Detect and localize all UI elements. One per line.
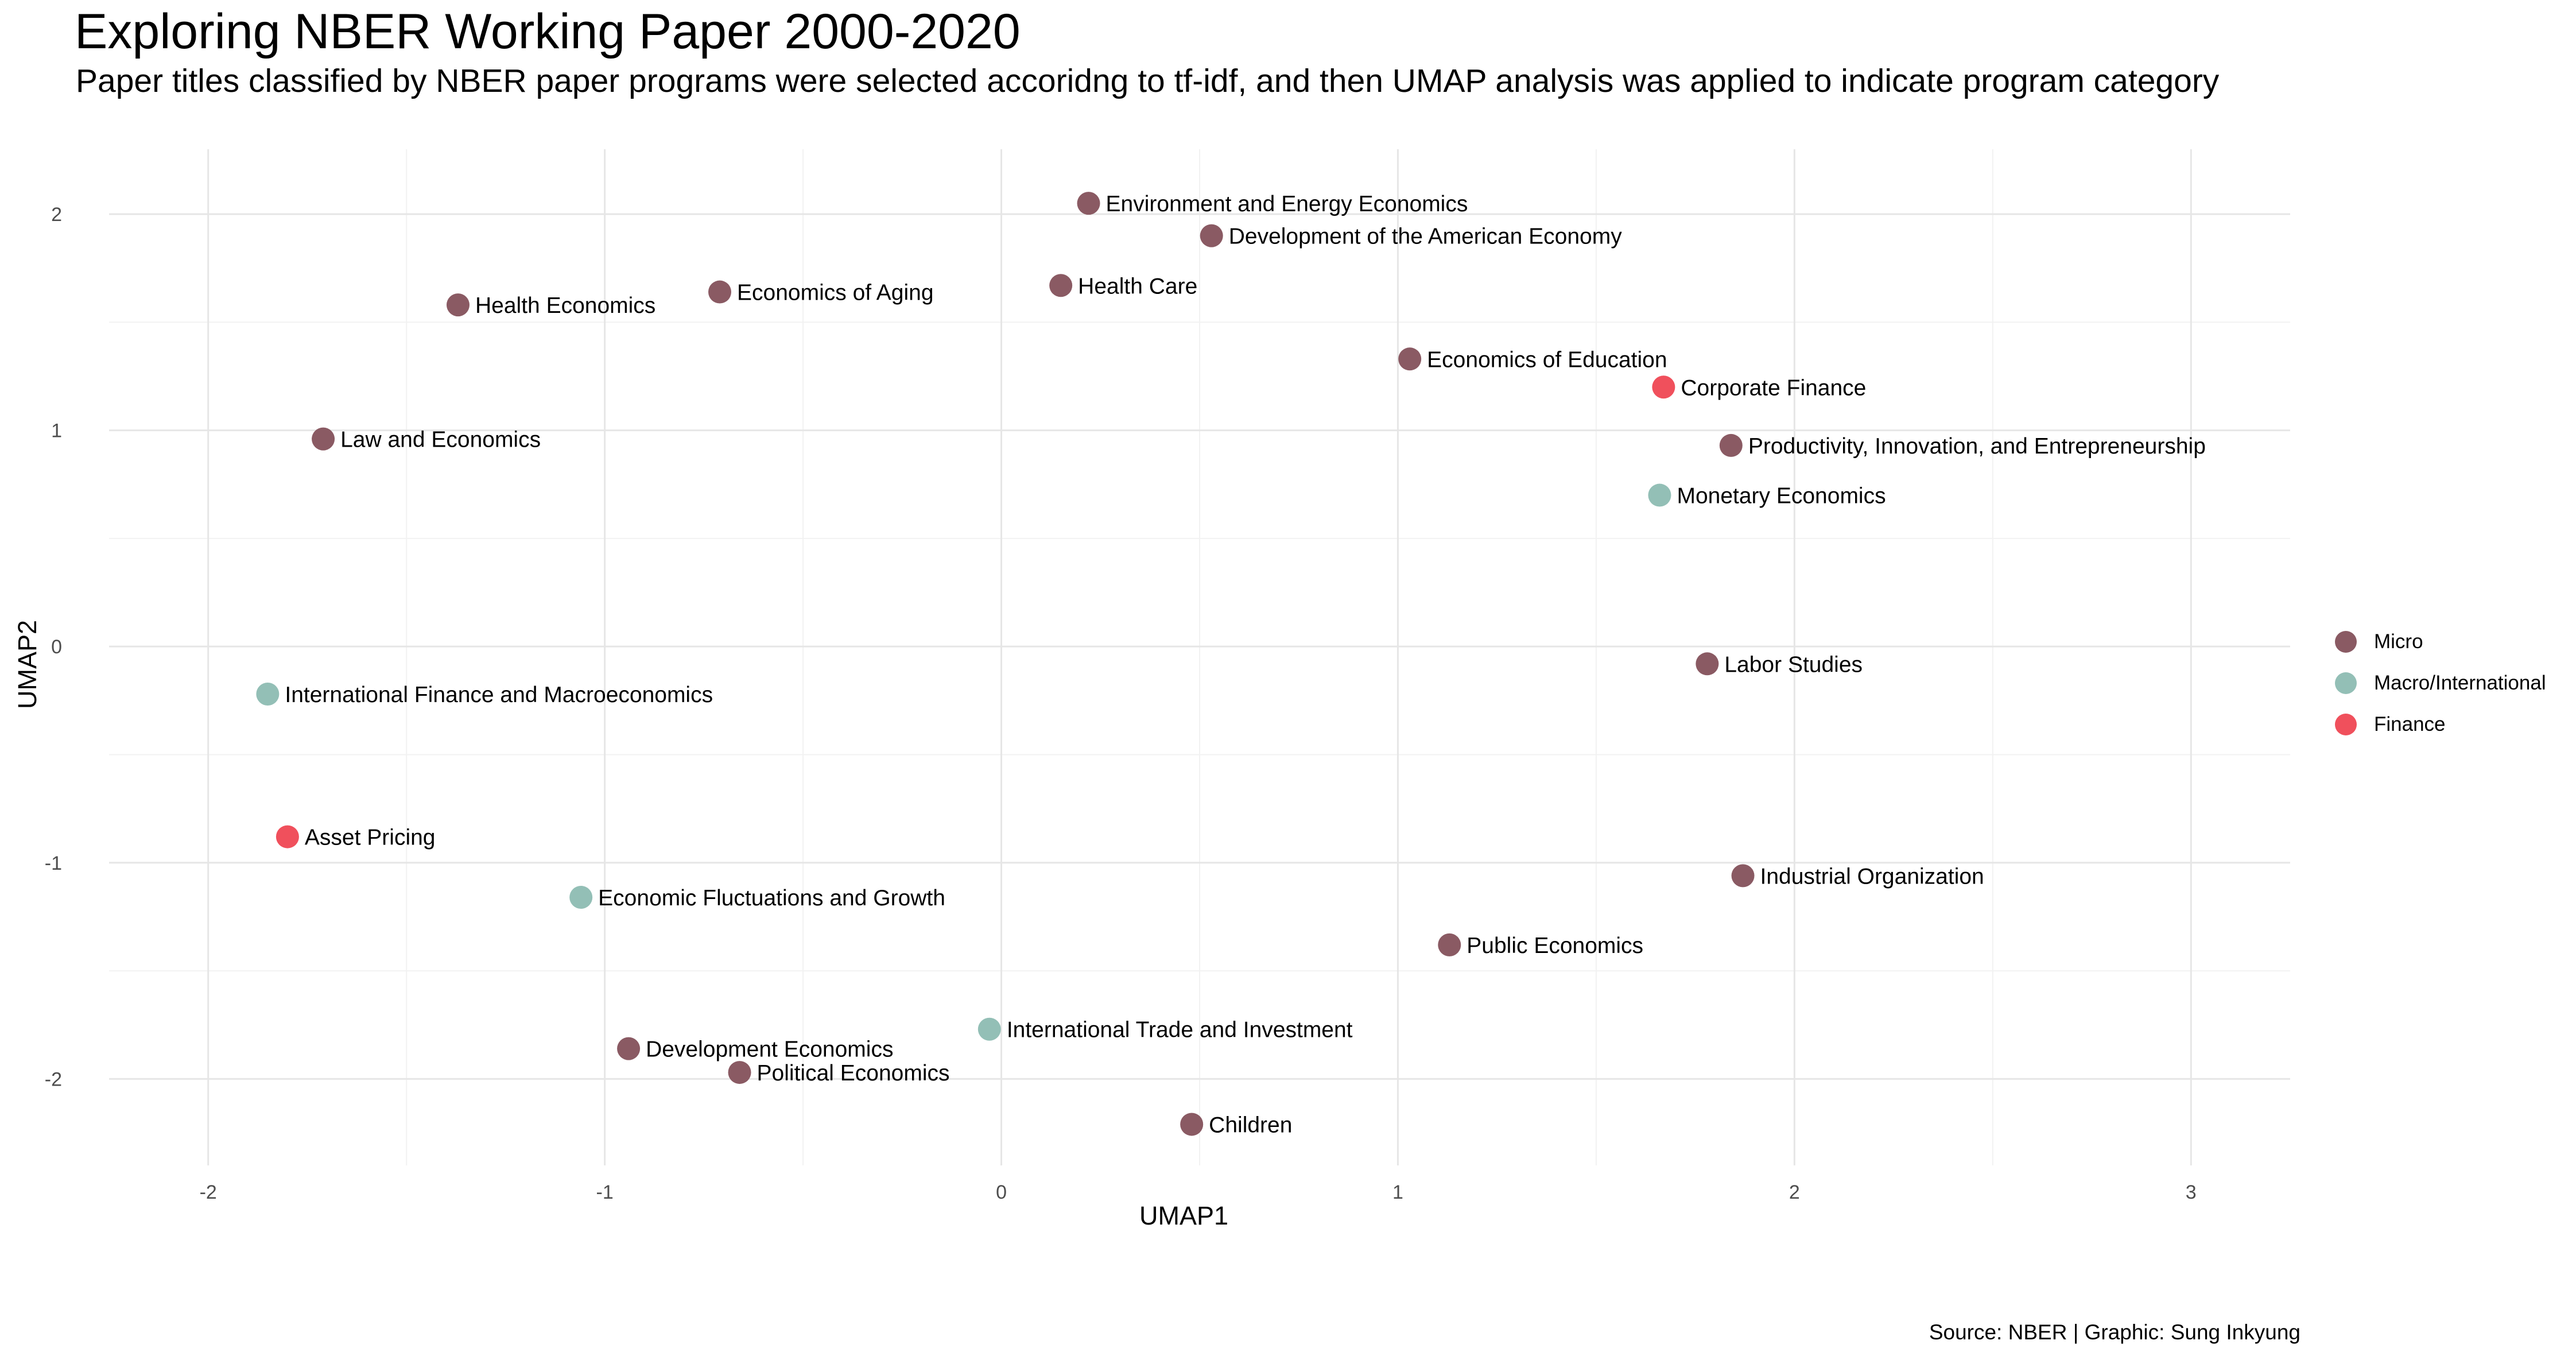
data-point-label: Public Economics	[1467, 933, 1643, 958]
data-point-label: Monetary Economics	[1677, 484, 1886, 509]
chart-title: Exploring NBER Working Paper 2000-2020	[75, 4, 1021, 59]
data-point-label: Economic Fluctuations and Growth	[598, 886, 945, 911]
data-point-label: Political Economics	[757, 1061, 950, 1086]
data-point-label: Health Care	[1078, 274, 1197, 299]
y-tick-label: 2	[51, 204, 62, 226]
chart-subtitle: Paper titles classified by NBER paper pr…	[76, 63, 2220, 99]
data-point	[569, 886, 593, 909]
x-tick-label: 2	[1789, 1181, 1800, 1203]
data-point-label: Industrial Organization	[1760, 864, 1984, 889]
x-tick-label: 1	[1392, 1181, 1403, 1203]
data-point	[447, 293, 470, 317]
x-tick-label: -1	[596, 1181, 614, 1203]
data-point-label: International Trade and Investment	[1007, 1018, 1353, 1043]
legend-dot-micro	[2335, 631, 2357, 653]
data-point-label: Economics of Aging	[737, 281, 934, 305]
legend-label: Finance	[2374, 713, 2446, 735]
data-point	[1652, 375, 1675, 399]
y-tick-label: -2	[45, 1068, 62, 1090]
x-tick-label: 3	[2186, 1181, 2197, 1203]
data-point	[1696, 652, 1719, 676]
data-point-label: Corporate Finance	[1681, 375, 1866, 400]
data-point	[1180, 1113, 1204, 1136]
data-point	[977, 1017, 1001, 1041]
legend-item-macro-international: Macro/International	[2335, 662, 2546, 704]
data-point	[708, 280, 731, 304]
data-point-label: Environment and Energy Economics	[1106, 192, 1468, 216]
legend-dot-finance	[2335, 714, 2357, 735]
data-point-label: Development Economics	[646, 1037, 893, 1062]
data-point	[276, 825, 299, 849]
data-point	[1077, 192, 1100, 215]
data-point	[728, 1061, 751, 1084]
data-point	[1200, 224, 1223, 247]
data-point-label: International Finance and Macroeconomics	[285, 683, 713, 707]
data-point	[256, 683, 280, 706]
x-axis-title: UMAP1	[1139, 1201, 1229, 1230]
y-axis-title: UMAP2	[13, 619, 42, 709]
legend: Micro Macro/International Finance	[2335, 621, 2546, 745]
data-point-label: Asset Pricing	[305, 826, 436, 850]
data-point	[1438, 933, 1461, 956]
y-tick-label: -1	[45, 853, 62, 874]
data-point-label: Labor Studies	[1724, 652, 1863, 677]
data-point	[1049, 274, 1073, 297]
data-point-label: Economics of Education	[1427, 347, 1667, 372]
x-tick-label: 0	[996, 1181, 1007, 1203]
y-tick-label: 1	[51, 420, 62, 442]
data-point-label: Law and Economics	[340, 428, 541, 452]
legend-item-micro: Micro	[2335, 621, 2546, 662]
legend-label: Micro	[2374, 630, 2423, 653]
data-point-label: Development of the American Economy	[1229, 224, 1623, 249]
data-point	[312, 427, 335, 451]
y-tick-label: 0	[51, 636, 62, 658]
x-tick-label: -2	[200, 1181, 217, 1203]
data-point-label: Productivity, Innovation, and Entreprene…	[1748, 434, 2206, 459]
legend-item-finance: Finance	[2335, 704, 2546, 745]
data-point	[1719, 433, 1743, 457]
data-point	[1731, 864, 1755, 888]
data-point	[1648, 483, 1671, 507]
data-point	[1398, 347, 1422, 371]
data-point	[617, 1037, 641, 1060]
data-point-label: Health Economics	[475, 293, 655, 318]
data-point-label: Children	[1209, 1113, 1292, 1137]
legend-dot-macro-international	[2335, 672, 2357, 694]
legend-label: Macro/International	[2374, 672, 2546, 694]
source-caption: Source: NBER | Graphic: Sung Inkyung	[1929, 1320, 2300, 1344]
